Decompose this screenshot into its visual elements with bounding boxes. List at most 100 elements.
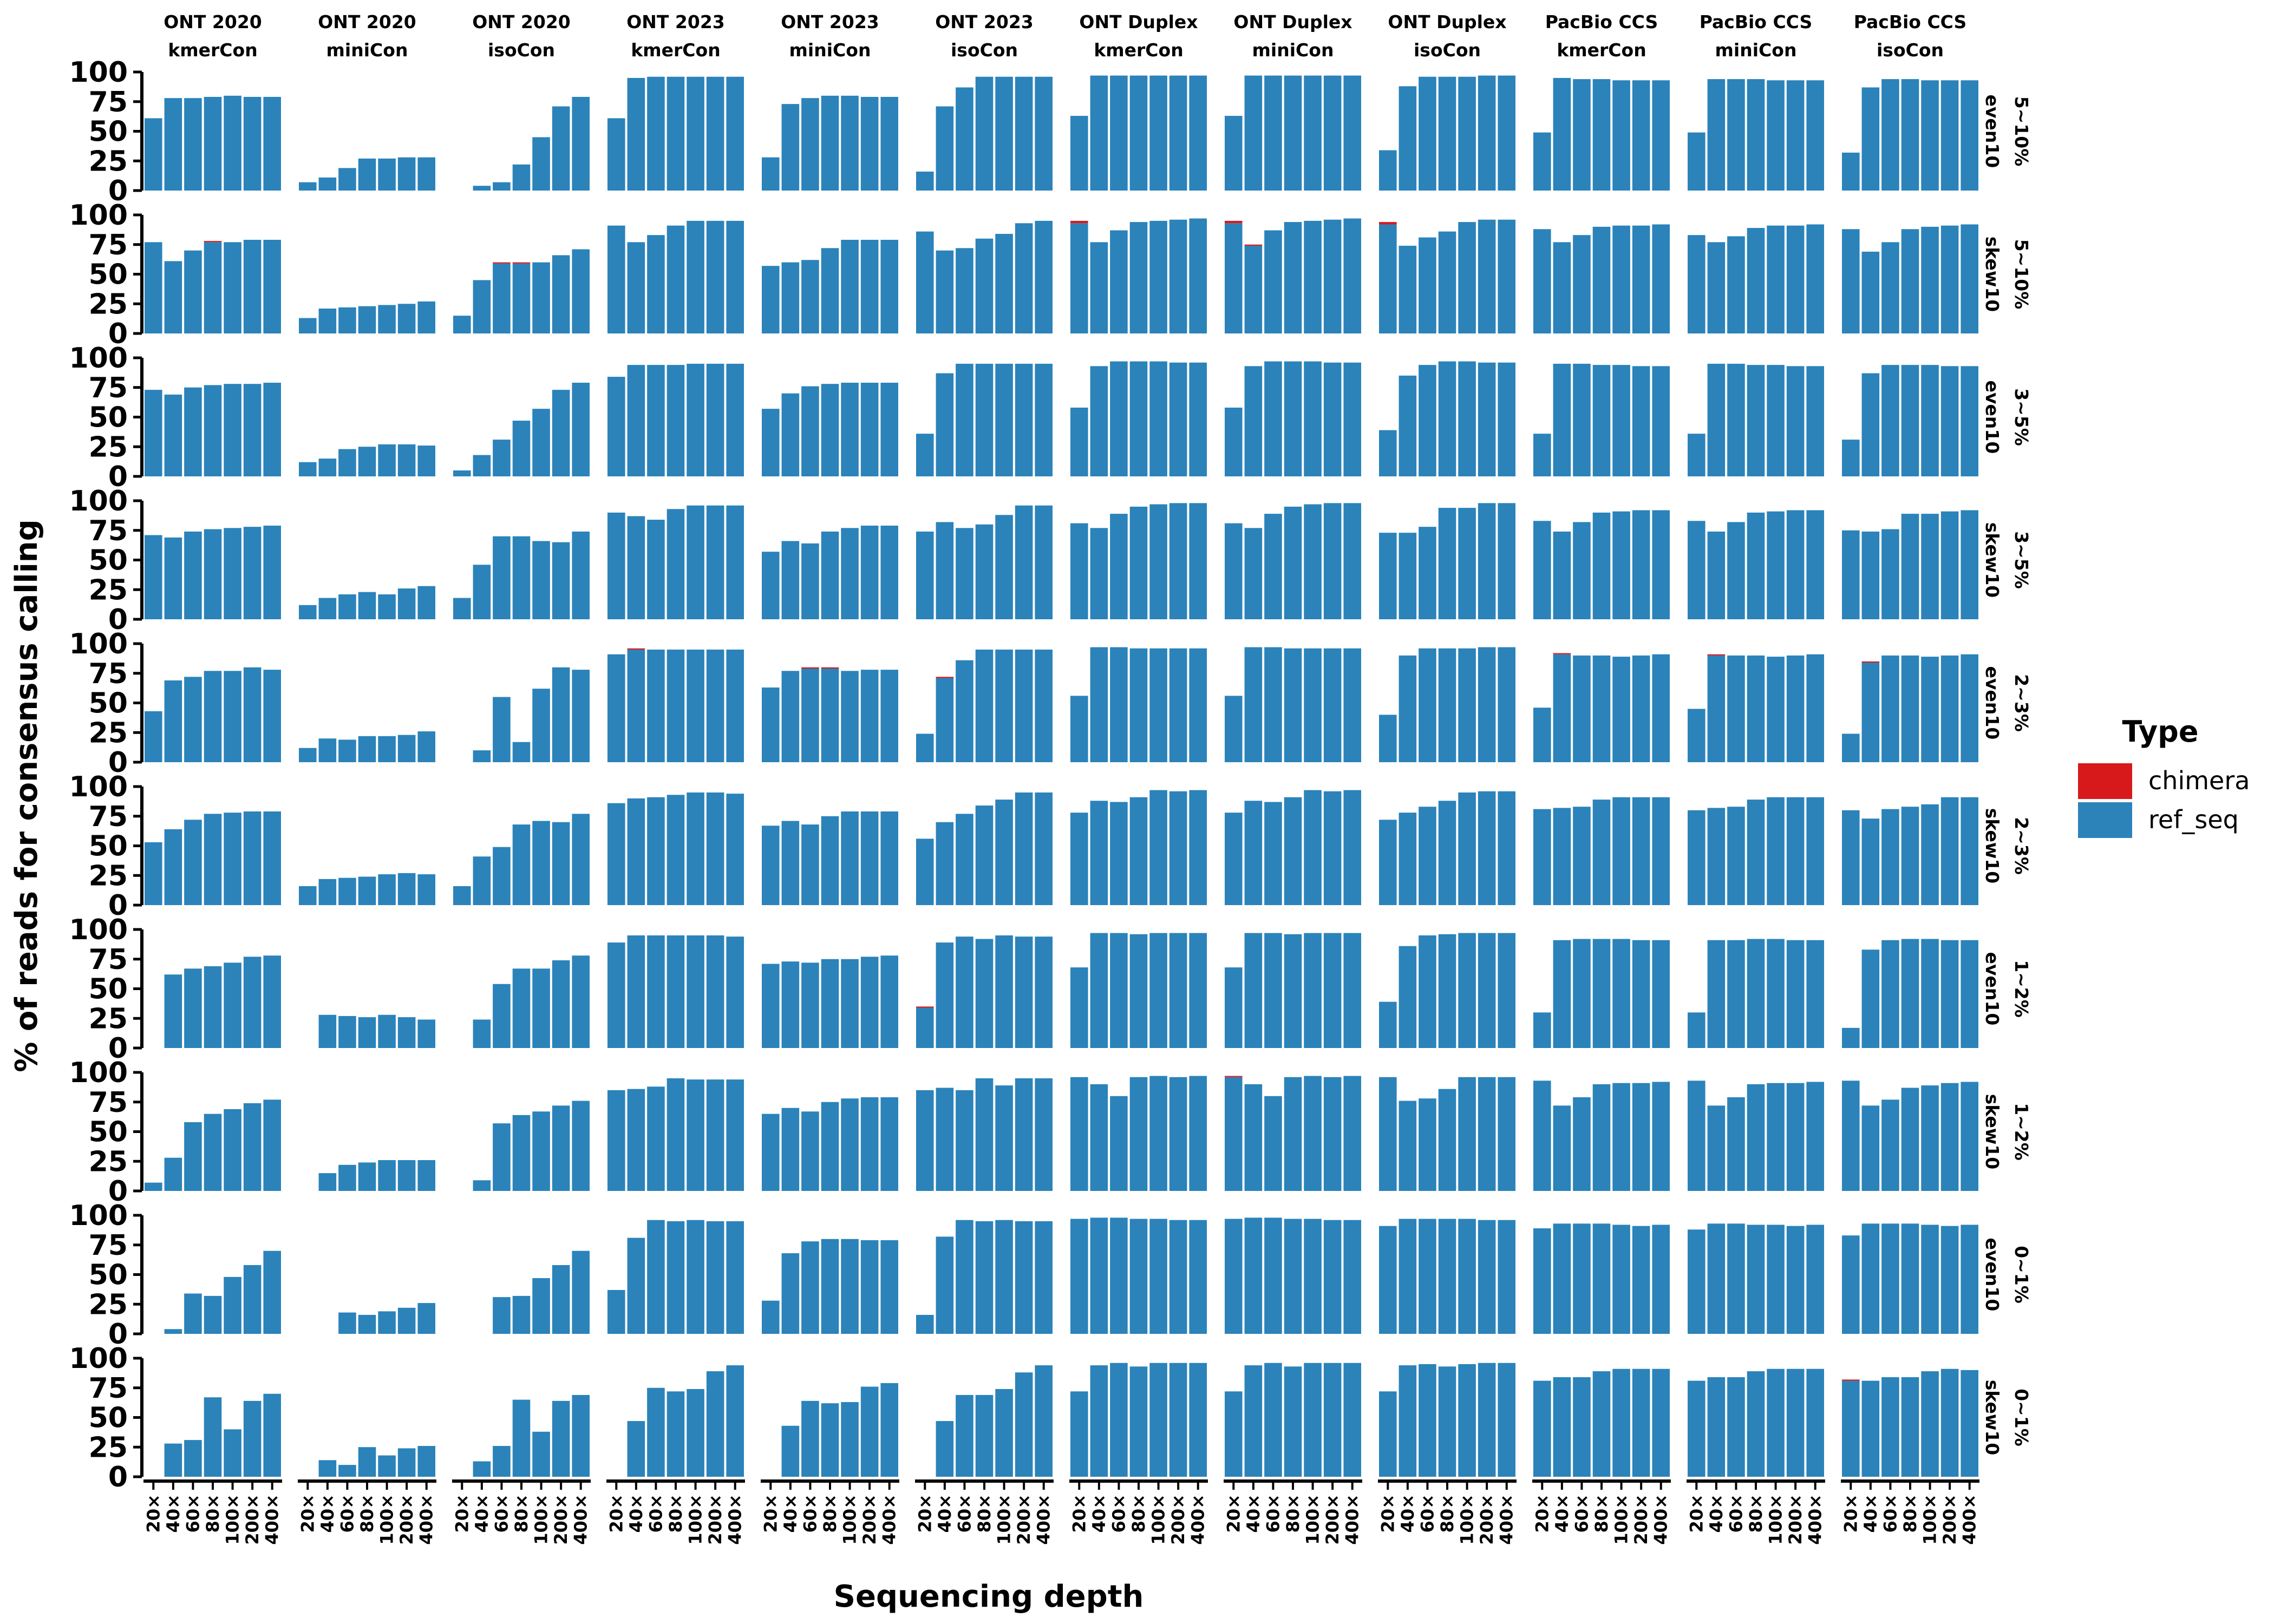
panel xyxy=(916,76,1053,191)
row-label-line2: skew10 xyxy=(1982,522,2003,598)
bar-ref-seq xyxy=(762,157,780,191)
bar-ref-seq xyxy=(1553,1377,1571,1477)
bar-ref-seq xyxy=(572,814,590,905)
bar-ref-seq xyxy=(1861,818,1880,905)
bar-ref-seq xyxy=(243,384,262,476)
bar-ref-seq xyxy=(936,522,954,619)
bar-ref-seq xyxy=(1940,1368,1959,1477)
bar-ref-seq xyxy=(627,935,645,1048)
bar-ref-seq xyxy=(781,671,800,762)
bar-ref-seq xyxy=(532,1278,550,1334)
y-tick-label: 25 xyxy=(89,1431,128,1464)
bar-ref-seq xyxy=(1478,1077,1496,1191)
panel xyxy=(318,1014,435,1048)
bar-chimera xyxy=(1553,653,1571,654)
bar-ref-seq xyxy=(184,1293,202,1334)
bar-ref-seq xyxy=(1842,1027,1860,1048)
panel xyxy=(473,1394,590,1477)
bar-ref-seq xyxy=(473,280,491,333)
bar-ref-seq xyxy=(1632,655,1650,762)
row-label-line1: 0~1% xyxy=(2011,1246,2032,1304)
bar-ref-seq xyxy=(607,1289,625,1334)
bar-ref-seq xyxy=(1478,1363,1496,1477)
bar-ref-seq xyxy=(263,1393,281,1477)
bar-ref-seq xyxy=(1612,1083,1630,1191)
x-tick-label: 100× xyxy=(1920,1494,1940,1545)
column-header-line2: kmerCon xyxy=(168,40,257,61)
bar-ref-seq xyxy=(204,1397,222,1477)
bar-ref-seq xyxy=(762,266,780,333)
bar-ref-seq xyxy=(1399,375,1417,476)
panel xyxy=(607,1220,744,1334)
y-tick-label: 100 xyxy=(69,56,128,89)
bar-ref-seq xyxy=(1149,933,1167,1048)
bar-ref-seq xyxy=(1612,797,1630,905)
bar-ref-seq xyxy=(706,792,724,905)
bar-ref-seq xyxy=(1592,1084,1611,1191)
bar-chimera xyxy=(204,241,222,243)
bar-ref-seq xyxy=(666,1221,685,1334)
bar-ref-seq xyxy=(1592,365,1611,476)
bar-ref-seq xyxy=(512,968,531,1048)
bar-ref-seq xyxy=(1189,503,1207,619)
bar-ref-seq xyxy=(1244,245,1263,333)
bar-ref-seq xyxy=(164,537,182,619)
bar-ref-seq xyxy=(1189,648,1207,762)
y-tick-label: 50 xyxy=(89,545,128,577)
bar-ref-seq xyxy=(338,1312,356,1334)
panel xyxy=(453,814,590,905)
bar-ref-seq xyxy=(243,239,262,333)
x-tick-label: 20× xyxy=(760,1494,781,1533)
bar-ref-seq xyxy=(1553,77,1571,191)
bar-ref-seq xyxy=(956,937,973,1048)
panel xyxy=(916,1078,1053,1191)
bar-ref-seq xyxy=(995,800,1013,905)
bar-ref-seq xyxy=(1169,503,1187,619)
y-tick-label: 50 xyxy=(89,687,128,720)
bar-ref-seq xyxy=(224,1429,241,1477)
panel xyxy=(493,1250,590,1334)
bar-ref-seq xyxy=(1881,1223,1899,1334)
bar-ref-seq xyxy=(1940,366,1959,476)
bar-ref-seq xyxy=(184,387,202,476)
bar-ref-seq xyxy=(1129,648,1148,762)
bar-ref-seq xyxy=(762,1114,780,1191)
y-tick-label: 25 xyxy=(89,574,128,606)
bar-ref-seq xyxy=(493,1446,511,1477)
bar-ref-seq xyxy=(1881,1377,1899,1477)
bar-ref-seq xyxy=(1478,1220,1496,1334)
bar-ref-seq xyxy=(1707,1223,1726,1334)
bar-ref-seq xyxy=(1399,533,1417,619)
panel xyxy=(1533,510,1670,619)
bar-ref-seq xyxy=(184,531,202,619)
bar-ref-seq xyxy=(1533,521,1551,619)
bar-ref-seq xyxy=(417,874,435,905)
bar-ref-seq xyxy=(936,250,954,333)
bar-ref-seq xyxy=(607,942,625,1048)
bar-ref-seq xyxy=(880,955,898,1048)
bar-ref-seq xyxy=(1090,366,1108,476)
bar-ref-seq xyxy=(318,309,337,333)
panel xyxy=(916,649,1053,762)
bar-ref-seq xyxy=(821,1239,839,1334)
row-label-line2: even10 xyxy=(1982,95,2003,168)
bar-ref-seq xyxy=(995,935,1013,1048)
bar-ref-seq xyxy=(243,667,262,762)
panel xyxy=(607,648,744,762)
row-label-line2: skew10 xyxy=(1982,808,2003,884)
bar-ref-seq xyxy=(1304,1219,1322,1334)
bar-ref-seq xyxy=(417,446,435,476)
y-tick-label: 75 xyxy=(89,658,128,690)
bar-ref-seq xyxy=(1110,1096,1128,1191)
bar-ref-seq xyxy=(995,1085,1013,1191)
bar-ref-seq xyxy=(956,1220,973,1334)
panel xyxy=(1379,361,1515,476)
bar-ref-seq xyxy=(916,434,934,476)
bar-ref-seq xyxy=(1149,220,1167,333)
bar-ref-seq xyxy=(1438,648,1456,762)
bar-ref-seq xyxy=(706,220,724,333)
bar-ref-seq xyxy=(1498,1220,1515,1334)
bar-ref-seq xyxy=(1688,1229,1706,1334)
y-tick-label: 0 xyxy=(108,1175,128,1208)
bar-ref-seq xyxy=(975,1394,994,1477)
